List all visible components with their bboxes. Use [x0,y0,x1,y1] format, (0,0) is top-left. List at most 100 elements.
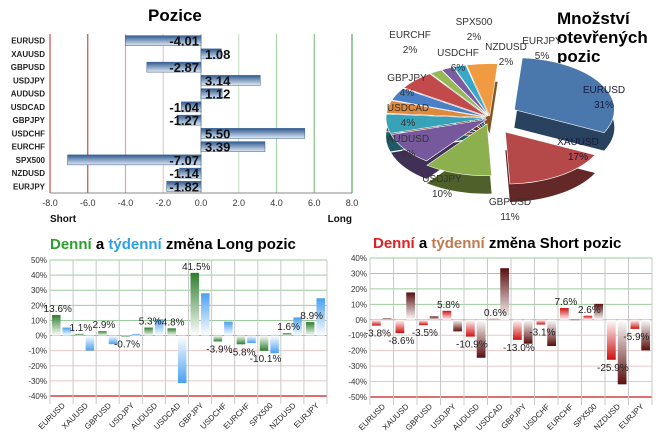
bar-value-label: -0.7% [114,340,140,351]
title-part: a [414,235,432,252]
x-category-label: EURJPY [292,401,321,430]
weekly-bar [62,327,72,336]
daily-bar [236,335,246,345]
bar-value-label: -1.04 [169,100,199,115]
pie-label: USDCAD [387,103,429,114]
y-category-label: AUDUSD [11,90,45,99]
bar [179,167,202,179]
pie-label: USDJPY [422,174,462,185]
bar [181,101,202,113]
weekly-bar [131,333,141,336]
weekly-bar [108,335,118,345]
bar-value-label: 5.8% [437,300,460,311]
y-tick-label: -50% [348,393,367,402]
x-category-label: EURJPY [617,402,646,431]
y-tick-label: -20% [348,347,367,356]
daily-bar [419,319,428,326]
y-tick-label: -40% [28,392,47,401]
weekly-bar [154,319,164,336]
pie-value-label: 5% [535,51,550,62]
pie-slice-spx500 [441,66,489,117]
weekly-bar [201,293,210,336]
bar-value-label: -1.14 [169,166,199,181]
y-tick-label: 40% [31,271,47,280]
x-tick-label: -6.0 [80,198,96,208]
pie-label: USDCHF [437,48,479,59]
bar-value-label: -3.8% [365,329,391,340]
daily-bar [305,322,315,336]
pie-slice-usdchf [403,73,488,117]
y-tick-label: 20% [351,285,367,294]
pie-label: EURUSD [583,85,625,96]
pie-value-label: 31% [594,100,614,111]
daily-bar [259,335,269,351]
x-tick-label: 4.0 [270,198,283,208]
pie-slice-eurchf [429,69,489,117]
bar-value-label: 2.6% [578,305,601,316]
pie-slice-gbpusd [426,123,492,177]
y-category-label: EURUSD [11,37,45,46]
title-part: týdenní [108,236,162,253]
x-category-label: NZDUSD [592,402,622,432]
bar-value-label: 3.14 [205,73,231,88]
pie-value-label: 10% [432,189,452,200]
bar-value-label: -2.87 [169,60,199,75]
y-category-label: NZDUSD [12,169,46,178]
weekly-bar [177,335,187,384]
daily-bar [98,331,107,336]
y-tick-label: -30% [348,362,367,371]
x-axis-label-long: Long [328,214,352,225]
bar-value-label: 1.08 [205,47,230,62]
bar-value-label: -4.01 [169,34,199,49]
daily-bar [442,310,452,320]
bar [200,141,266,152]
x-tick-label: -4.0 [118,198,134,208]
daily-bar [536,319,546,325]
pie-label: EURJPY [522,36,562,47]
bar-value-label: -1.27 [169,113,199,128]
weekly-bar [224,321,233,336]
bar-value-label: -10.1% [250,354,282,365]
pie-slice-eurusd [514,57,615,133]
pie-value-label: 4% [400,88,415,99]
bar [200,88,223,99]
pie-slice-eurjpy [466,63,499,117]
bar-value-label: -3.9% [206,344,232,355]
x-tick-label: 0.0 [195,198,208,208]
daily-bar [607,319,616,360]
bar-value-label: 1.1% [69,323,92,334]
y-category-label: GBPUSD [11,63,45,72]
bar-value-label: -25.9% [597,363,629,374]
pie-value-label: 6% [401,149,416,160]
bar-value-label: 0.6% [484,308,507,319]
y-category-label: EURCHF [12,143,45,152]
weekly-bar [247,335,256,344]
bar [146,61,202,73]
x-axis-label-short: Short [50,214,77,225]
weekly-bar [293,317,302,336]
y-tick-label: 40% [351,254,367,263]
title-part: týdenní [431,235,485,252]
bar [125,35,202,46]
daily-bar [75,333,84,336]
bar-value-label: -8.6% [388,336,414,347]
bar [200,128,306,139]
daily-bar [190,272,200,336]
weekly-bar [316,298,325,336]
daily-bar [560,308,569,320]
x-tick-label: 2.0 [232,198,245,208]
weekly-bar [453,319,462,332]
daily-bar [395,319,405,334]
y-category-label: GBPJPY [13,116,46,125]
y-category-label: USDCHF [12,129,45,138]
pie-value-label: 4% [401,118,416,129]
bar-value-label: 5.50 [205,126,230,141]
daily-bar [167,328,176,336]
long-change-chart-title: Denní a týdenní změna Long pozic [50,236,296,253]
y-tick-label: -20% [28,362,47,371]
daily-bar [213,335,223,342]
daily-bar [630,319,640,329]
weekly-bar [594,303,603,320]
